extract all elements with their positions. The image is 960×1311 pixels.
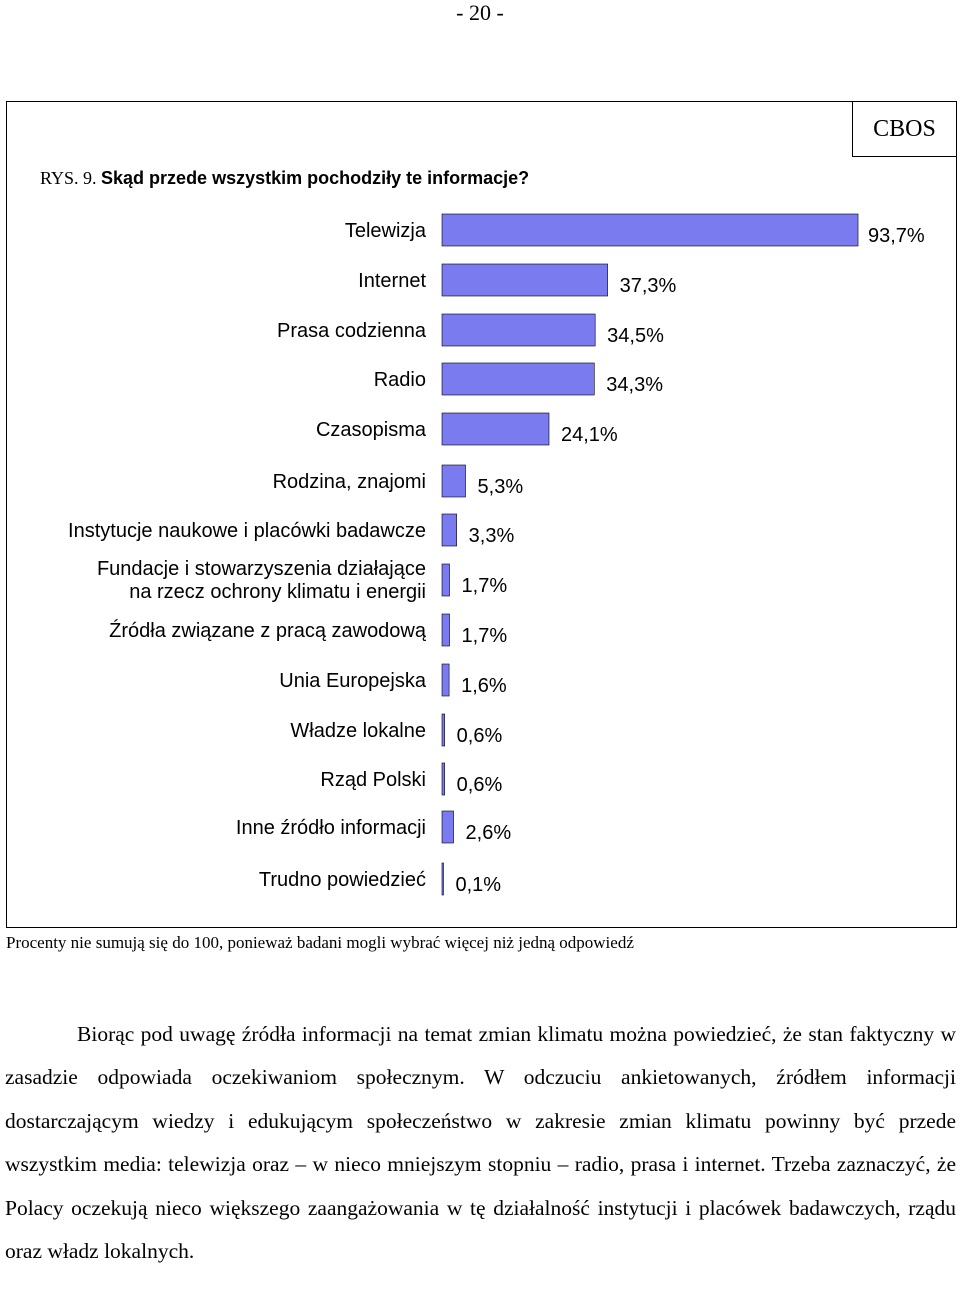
category-label: Trudno powiedzieć [259,869,426,891]
body-paragraph: Biorąc pod uwagę źródła informacji na te… [5,1022,956,1264]
category-label: Telewizja [345,220,427,242]
bar [441,464,466,498]
figure-number: RYS. 9. [40,168,97,188]
bar [441,663,450,697]
bar [441,613,450,647]
value-label: 5,3% [478,476,524,498]
bar [441,762,445,796]
category-label: Radio [374,369,426,391]
value-label: 37,3% [620,275,677,297]
footnote: Procenty nie sumują się do 100, ponieważ… [6,933,634,952]
category-label: Inne źródło informacji [236,817,426,839]
category-label: Unia Europejska [279,670,427,692]
value-label: 93,7% [868,225,925,247]
category-label: Rodzina, znajomi [273,471,426,493]
figure-title: RYS. 9. Skąd przede wszystkim pochodziły… [40,168,529,189]
value-label: 1,7% [462,575,508,597]
bar [441,713,445,747]
bar [441,313,596,347]
bar [441,563,450,597]
value-label: 1,7% [462,625,508,647]
bar [441,810,454,844]
category-label: Internet [358,270,426,292]
category-label: Instytucje naukowe i placówki badawcze [68,520,426,542]
page-number: - 20 - [456,0,504,25]
value-label: 0,6% [457,774,503,796]
bar [441,412,550,446]
bar [441,362,595,396]
value-label: 2,6% [466,822,512,844]
bar [441,263,608,297]
value-label: 0,6% [457,725,503,747]
value-label: 3,3% [469,525,515,547]
bar [441,513,457,547]
value-label: 24,1% [561,424,618,446]
category-label: Rząd Polski [320,769,426,791]
category-label: Fundacje i stowarzyszenia działające na r… [97,558,426,603]
category-label: Źródła związane z pracą zawodową [109,619,427,642]
bar [441,862,444,896]
category-label: Czasopisma [316,419,427,441]
bar-chart: Telewizja 93,7% Internet 37,3% Prasa codzien… [68,213,925,896]
figure-title-text: Skąd przede wszystkim pochodziły te info… [101,168,530,188]
category-label: Prasa codzienna [277,320,427,342]
cbos-label: CBOS [852,101,957,157]
figure-frame [6,101,957,928]
value-label: 34,3% [606,374,663,396]
category-label: Władze lokalne [290,720,426,742]
value-label: 34,5% [607,325,664,347]
bar [441,213,859,247]
value-label: 0,1% [456,874,502,896]
value-label: 1,6% [461,675,507,697]
